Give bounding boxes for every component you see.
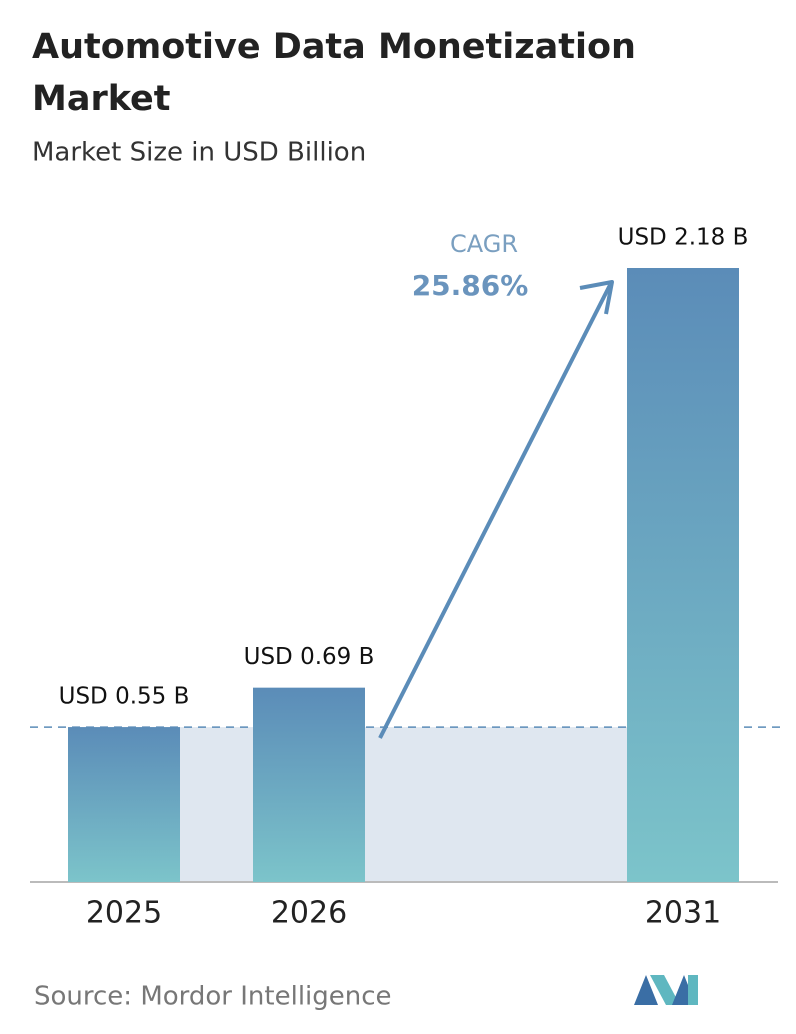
x-tick-label: 2031 (645, 896, 721, 931)
logo (634, 975, 698, 1005)
bar (627, 268, 739, 882)
chart-title: Automotive Data Monetization Market (32, 27, 636, 119)
source: Source: Mordor Intelligence (34, 982, 392, 1012)
x-tick-label: 2026 (271, 896, 347, 931)
value-label: USD 0.69 B (244, 644, 375, 670)
bar (68, 727, 180, 882)
x-tick-label: 2025 (86, 896, 162, 931)
value-label: USD 2.18 B (618, 225, 749, 251)
arrow-head (579, 280, 614, 315)
cagr-arrow (378, 284, 612, 739)
cagr-value: 25.86% (412, 269, 529, 302)
bar (253, 687, 365, 882)
cagr-label: CAGR (450, 230, 518, 258)
value-label: USD 0.55 B (59, 684, 190, 710)
chart-subtitle: Market Size in USD Billion (32, 138, 366, 168)
